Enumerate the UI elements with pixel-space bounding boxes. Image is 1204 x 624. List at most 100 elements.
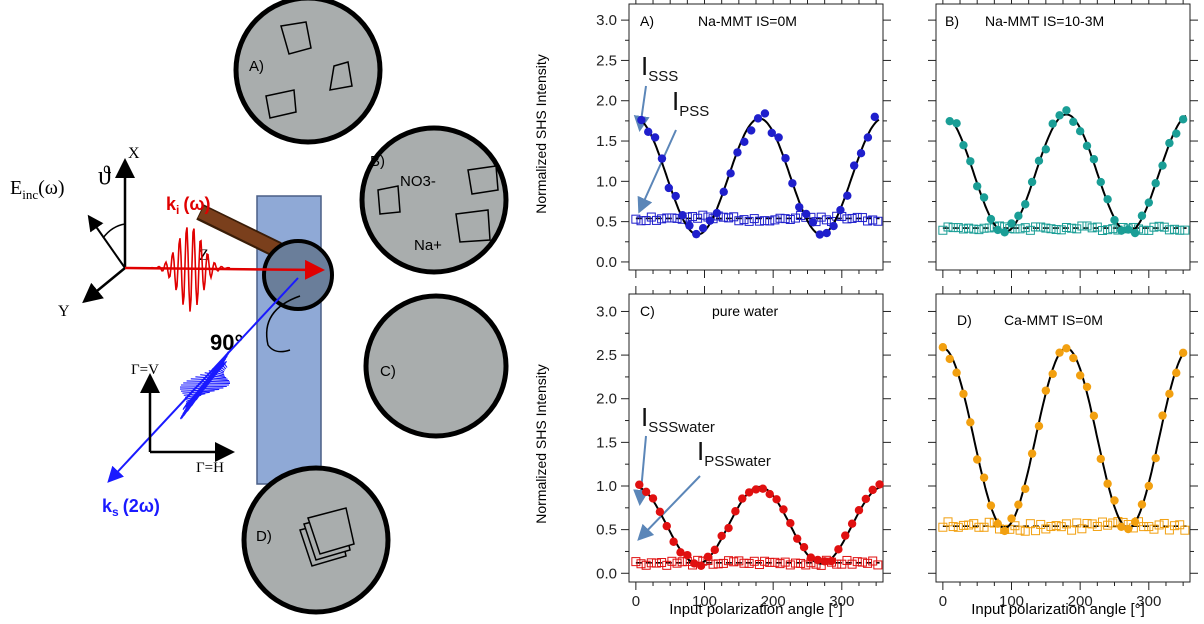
panel-label: C)	[640, 303, 655, 319]
pss-data-point	[1020, 526, 1030, 536]
scattered-pulse	[179, 350, 231, 420]
sss-data-point	[1151, 454, 1160, 463]
pss-data-point	[1154, 520, 1164, 530]
sss-data-point	[1144, 198, 1154, 207]
plot-frame	[628, 3, 884, 271]
pss-data-point	[1108, 224, 1118, 234]
einc-main: E	[10, 177, 22, 199]
y-axis-title: Normalized SHS Intensity	[533, 364, 549, 524]
sss-data-point	[856, 148, 866, 158]
pss-data-point	[672, 558, 682, 568]
y-tick-label: 1.0	[596, 173, 617, 190]
pss-data-point	[948, 223, 958, 233]
clay-platelet	[329, 61, 353, 91]
sss-data-point	[843, 191, 852, 200]
pss-data-point	[1061, 519, 1071, 529]
pss-data-point	[1159, 518, 1169, 528]
pss-data-point	[749, 214, 759, 224]
ki-arg: (ω)	[183, 194, 210, 214]
sss-data-point	[1110, 496, 1119, 505]
sss-data-point	[1048, 369, 1057, 379]
pss-data-point	[646, 212, 656, 222]
annotation-sub: SSSwater	[648, 419, 715, 436]
sss-data-point	[669, 537, 678, 546]
pss-data-point	[636, 559, 646, 569]
x-axis-label: X	[128, 145, 140, 162]
pss-data-point	[780, 214, 790, 224]
sss-data-point	[753, 114, 763, 123]
y-tick-label: 0.0	[596, 254, 617, 271]
sss-data-point	[644, 127, 653, 137]
sss-data-point	[1117, 226, 1126, 235]
sss-data-point	[765, 489, 774, 499]
sss-data-point	[1034, 421, 1044, 431]
sss-data-point	[813, 555, 822, 565]
pss-data-point	[832, 211, 842, 221]
sss-data-point	[1151, 179, 1160, 188]
panel-label: B)	[945, 13, 959, 29]
pss-data-point	[847, 213, 857, 223]
pss-data-point	[754, 216, 764, 226]
sss-data-point	[820, 557, 829, 566]
pss-data-point	[868, 215, 878, 225]
sss-data-point	[847, 519, 857, 528]
sss-data-point	[1041, 145, 1051, 154]
pss-data-point	[852, 212, 862, 222]
sss-data-point	[767, 128, 776, 138]
sss-data-point	[703, 552, 713, 561]
scattered-pulse-stroke	[182, 402, 189, 411]
pss-data-point	[1015, 224, 1025, 234]
pss-data-point	[801, 560, 811, 570]
pss-data-point	[1031, 222, 1041, 232]
pss-data-point	[1103, 225, 1113, 235]
sss-data-point	[979, 193, 989, 202]
sss-data-point	[972, 455, 982, 464]
disk-label: A)	[249, 58, 264, 75]
sss-data-point	[1048, 119, 1057, 128]
sss-data-point	[1021, 200, 1030, 209]
pss-data-point	[796, 558, 806, 568]
pss-data-point	[1180, 225, 1190, 235]
sss-data-point	[827, 556, 836, 566]
sss-data-point	[938, 343, 948, 352]
sss-data-point	[854, 506, 864, 515]
sss-data-point	[993, 225, 1002, 235]
theta-arc	[102, 223, 126, 239]
sss-data-point	[1124, 524, 1133, 534]
pss-data-point	[749, 556, 759, 566]
pss-data-point	[1164, 225, 1174, 235]
sss-data-point	[875, 480, 884, 489]
sss-data-point	[815, 230, 825, 239]
pss-data-point	[1087, 223, 1097, 233]
pss-data-point	[651, 558, 661, 568]
pss-data-point	[1144, 522, 1154, 532]
sss-data-point	[834, 545, 843, 554]
pss-data-point	[938, 225, 948, 235]
clay-platelet	[307, 507, 355, 555]
sample-rod-fill	[198, 206, 281, 256]
disk-label: D)	[256, 528, 272, 545]
sss-data-point	[966, 157, 975, 166]
pss-data-point	[1025, 519, 1035, 529]
x-tick-label: 100	[692, 593, 717, 610]
sss-data-point	[979, 473, 989, 482]
pss-data-point	[1020, 223, 1030, 233]
theta-symbol: ϑ	[98, 161, 111, 190]
sss-data-point	[744, 488, 754, 497]
pss-data-point	[1149, 222, 1159, 232]
ks-arg: (2ω)	[123, 496, 160, 516]
sss-data-point	[1034, 156, 1044, 166]
sss-data-point	[1130, 228, 1140, 238]
y-tick-label: 1.5	[596, 434, 617, 451]
ks-main: k	[102, 496, 113, 516]
pss-data-point	[974, 522, 984, 532]
sample-disk-a: A)	[233, 0, 383, 145]
sss-data-point	[637, 115, 646, 125]
pss-data-point	[964, 520, 974, 530]
sss-data-point	[945, 116, 954, 126]
y-tick-label: 3.0	[596, 303, 617, 320]
pss-data-point	[1082, 518, 1092, 528]
sss-data-point	[1062, 106, 1071, 115]
sss-data-point	[719, 187, 728, 196]
sss-data-point	[635, 480, 644, 489]
